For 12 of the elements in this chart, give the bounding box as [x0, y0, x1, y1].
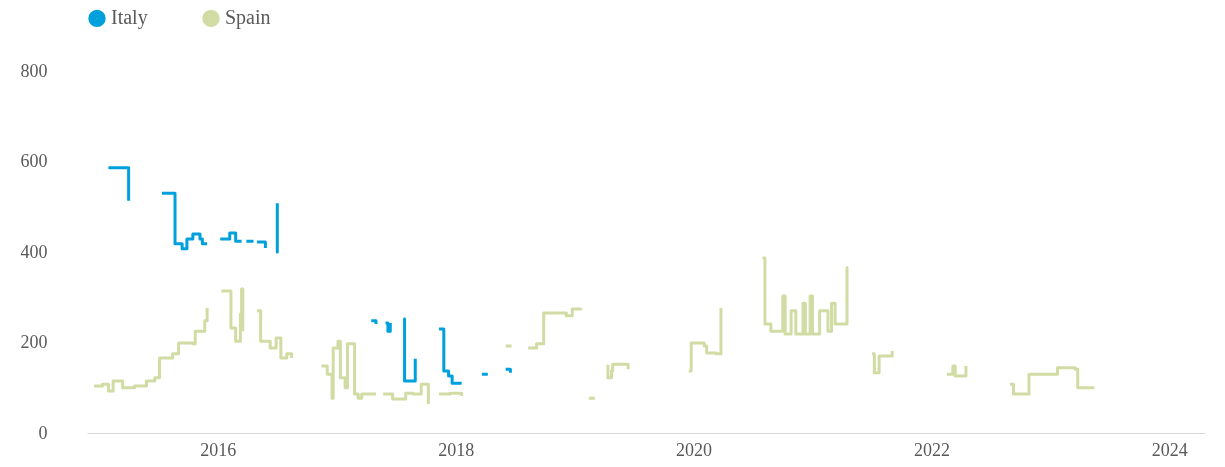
legend-label: Italy: [111, 6, 148, 30]
y-tick-label: 0: [38, 422, 48, 443]
y-tick-label: 800: [20, 60, 48, 81]
x-tick-label: 2024: [1151, 439, 1188, 460]
y-tick-label: 400: [20, 241, 48, 262]
legend-label: Spain: [225, 6, 271, 30]
x-tick-label: 2018: [438, 439, 475, 460]
x-tick-label: 2022: [913, 439, 950, 460]
y-tick-label: 600: [20, 151, 48, 171]
x-tick-label: 2020: [676, 439, 713, 460]
y-tick-label: 200: [20, 332, 48, 352]
x-tick-label: 2016: [200, 439, 237, 460]
